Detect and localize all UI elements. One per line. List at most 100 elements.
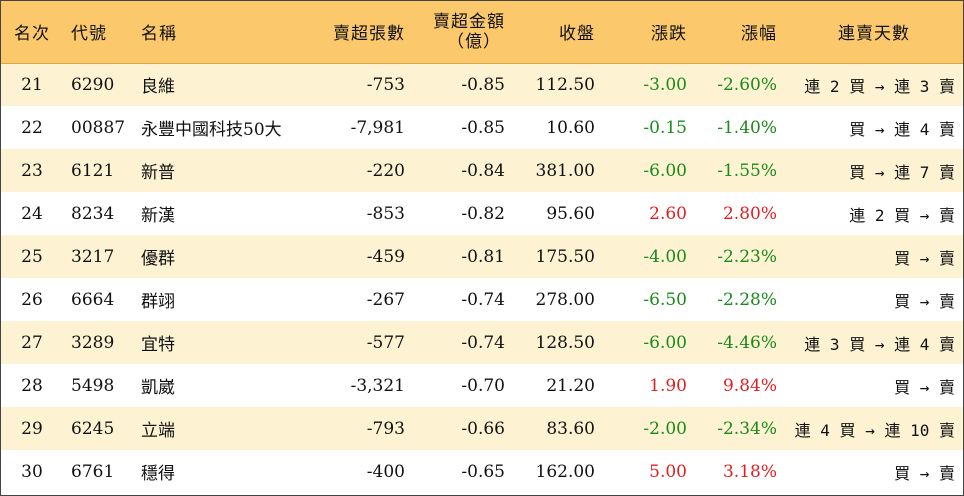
cell-rank: 29: [21, 418, 43, 439]
cell-name: 永豐中國科技50大: [141, 120, 282, 140]
cell-sell-lots: -853: [366, 203, 405, 224]
cell-change: 2.60: [649, 203, 687, 224]
cell-pct: 3.18%: [722, 461, 777, 482]
cell-name: 良維: [141, 77, 175, 98]
cell-code: 5498: [71, 375, 115, 396]
table-row: 28 5498 凱崴 -3,321 -0.70 21.20 1.90 9.84%…: [1, 364, 963, 407]
cell-close: 112.50: [535, 74, 595, 95]
table-row: 27 3289 宜特 -577 -0.74 128.50 -6.00 -4.46…: [1, 321, 963, 364]
table-row: 30 6761 穩得 -400 -0.65 162.00 5.00 3.18% …: [1, 450, 963, 493]
cell-change: -4.00: [643, 246, 687, 267]
header-change: 漲跌: [603, 1, 695, 64]
table-row: 22 00887 永豐中國科技50大 -7,981 -0.85 10.60 -0…: [1, 106, 963, 149]
cell-pct: -2.28%: [717, 289, 777, 310]
cell-sell-amount: -0.66: [461, 418, 505, 439]
table-body: 21 6290 良維 -753 -0.85 112.50 -3.00 -2.60…: [1, 63, 963, 493]
table-row: 23 6121 新普 -220 -0.84 381.00 -6.00 -1.55…: [1, 149, 963, 192]
cell-close: 175.50: [535, 246, 595, 267]
cell-sell-lots: -267: [366, 289, 405, 310]
cell-rank: 26: [21, 289, 43, 310]
cell-code: 00887: [71, 117, 126, 138]
cell-streak: 買 → 賣: [894, 248, 955, 268]
cell-rank: 22: [21, 117, 43, 138]
cell-code: 6290: [71, 74, 115, 95]
table-row: 29 6245 立端 -793 -0.66 83.60 -2.00 -2.34%…: [1, 407, 963, 450]
cell-change: -6.00: [643, 332, 687, 353]
cell-change: 5.00: [649, 461, 687, 482]
cell-streak: 買 → 賣: [894, 291, 955, 311]
table-row: 21 6290 良維 -753 -0.85 112.50 -3.00 -2.60…: [1, 63, 963, 106]
cell-sell-lots: -400: [366, 461, 405, 482]
header-pct: 漲幅: [695, 1, 785, 64]
cell-pct: 2.80%: [722, 203, 777, 224]
cell-pct: -2.23%: [717, 246, 777, 267]
table-row: 25 3217 優群 -459 -0.81 175.50 -4.00 -2.23…: [1, 235, 963, 278]
cell-change: -6.00: [643, 160, 687, 181]
cell-sell-lots: -3,321: [350, 375, 405, 396]
cell-sell-lots: -753: [366, 74, 405, 95]
cell-close: 21.20: [546, 375, 595, 396]
cell-name: 宜特: [141, 335, 175, 355]
cell-sell-amount: -0.74: [461, 289, 505, 310]
header-sell-amount-line2: （億）: [447, 31, 501, 52]
cell-rank: 28: [21, 375, 43, 396]
cell-name: 新普: [141, 163, 175, 183]
header-name: 名稱: [133, 1, 311, 64]
cell-pct: -2.60%: [717, 74, 777, 95]
cell-pct: 9.84%: [722, 375, 777, 396]
header-sell-lots: 賣超張數: [311, 1, 413, 64]
cell-streak: 連 2 買 → 賣: [849, 205, 955, 225]
cell-sell-lots: -459: [366, 246, 405, 267]
cell-code: 6245: [71, 418, 115, 439]
cell-code: 6761: [71, 461, 115, 482]
cell-name: 優群: [141, 249, 175, 269]
cell-sell-lots: -220: [366, 160, 405, 181]
cell-close: 381.00: [535, 160, 595, 181]
cell-streak: 連 2 買 → 連 3 賣: [804, 76, 955, 96]
header-code: 代號: [63, 1, 133, 64]
cell-name: 群翊: [141, 292, 175, 312]
cell-close: 162.00: [535, 461, 595, 482]
cell-change: -6.50: [643, 289, 687, 310]
cell-rank: 23: [21, 160, 43, 181]
cell-pct: -2.34%: [717, 418, 777, 439]
header-streak: 連賣天數: [785, 1, 963, 64]
cell-name: 立端: [141, 421, 175, 441]
cell-close: 278.00: [535, 289, 595, 310]
cell-change: -3.00: [643, 74, 687, 95]
cell-pct: -4.46%: [717, 332, 777, 353]
cell-rank: 27: [21, 332, 43, 353]
cell-close: 83.60: [546, 418, 595, 439]
cell-change: 1.90: [649, 375, 687, 396]
cell-sell-lots: -577: [366, 332, 405, 353]
cell-sell-amount: -0.74: [461, 332, 505, 353]
cell-change: -0.15: [643, 117, 687, 138]
cell-change: -2.00: [643, 418, 687, 439]
cell-sell-amount: -0.85: [461, 117, 505, 138]
cell-streak: 連 3 買 → 連 4 賣: [804, 334, 955, 354]
cell-rank: 21: [21, 74, 43, 95]
cell-name: 凱崴: [141, 378, 175, 398]
cell-sell-amount: -0.65: [461, 461, 505, 482]
cell-streak: 買 → 賣: [894, 463, 955, 483]
cell-sell-amount: -0.84: [461, 160, 505, 181]
table-row: 24 8234 新漢 -853 -0.82 95.60 2.60 2.80% 連…: [1, 192, 963, 235]
header-sell-amount-line1: 賣超金額: [433, 11, 505, 32]
cell-streak: 買 → 賣: [894, 377, 955, 397]
cell-code: 8234: [71, 203, 115, 224]
cell-code: 6121: [71, 160, 115, 181]
cell-streak: 買 → 連 4 賣: [849, 119, 955, 139]
cell-pct: -1.40%: [717, 117, 777, 138]
cell-sell-amount: -0.81: [461, 246, 505, 267]
cell-sell-lots: -793: [366, 418, 405, 439]
cell-code: 3217: [71, 246, 115, 267]
cell-sell-amount: -0.85: [461, 74, 505, 95]
cell-sell-amount: -0.82: [461, 203, 505, 224]
header-rank: 名次: [1, 1, 63, 64]
cell-close: 128.50: [535, 332, 595, 353]
cell-code: 3289: [71, 332, 115, 353]
cell-rank: 30: [21, 461, 43, 482]
cell-streak: 連 4 買 → 連 10 賣: [794, 420, 955, 440]
